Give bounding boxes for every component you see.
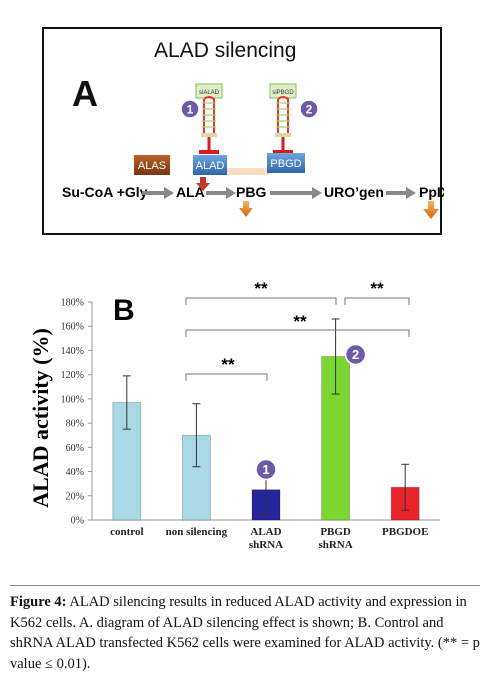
y-tick-label: 80% <box>66 419 84 430</box>
enzyme-pbgd: PBGD <box>267 153 305 173</box>
enzyme-alas: ALAS <box>134 155 170 175</box>
pathway-arrow-1 <box>142 187 174 199</box>
y-axis-label: ALAD activity (%) <box>28 328 53 508</box>
sig-bracket-ns-oe: ** <box>185 312 410 337</box>
svg-text:PBGD: PBGD <box>270 158 301 170</box>
sig-bracket-ns-alad: ** <box>185 355 268 381</box>
caption-label: Figure 4: <box>10 594 67 610</box>
panel-a-title: ALAD silencing <box>154 39 297 62</box>
marker-label: 1 <box>262 462 269 477</box>
caption-text: ALAD silencing results in reduced ALAD a… <box>10 594 480 672</box>
pathway-pbg: PBG <box>236 184 266 200</box>
alad-activity-chart: B ALAD activity (%) 0%20%40%60%80%100%12… <box>28 279 440 551</box>
sig-bracket-pbgd-oe: ** <box>344 279 410 305</box>
y-tick-label: 140% <box>61 346 84 357</box>
y-tick-label: 120% <box>61 370 84 381</box>
y-tick-label: 180% <box>61 298 84 309</box>
shrna-pbgd-hairpin <box>277 96 289 134</box>
y-tick-label: 160% <box>61 322 84 333</box>
sig-bracket-ns-pbgd: ** <box>185 279 337 305</box>
silencing-diagram: siALAD 1 siPBGD 2 ALAS <box>62 83 444 219</box>
panel-a-letter: A <box>72 73 98 114</box>
y-tick-label: 60% <box>66 443 84 454</box>
pbgd-link <box>227 168 269 175</box>
marker-circle <box>255 458 277 481</box>
svg-text:**: ** <box>370 279 384 298</box>
panel-a-diagram: ALAD silencing A siALAD 1 <box>42 27 444 235</box>
svg-text:ALAD: ALAD <box>196 160 225 172</box>
ala-down-arrow-icon <box>196 177 210 191</box>
pathway-arrow-3 <box>270 187 322 199</box>
shrna-alad: siALAD 1 <box>180 83 223 154</box>
marker-label: 2 <box>352 347 359 362</box>
pathway-ala: ALA <box>176 184 205 200</box>
ppix-down-arrow-icon <box>423 201 439 219</box>
x-tick-label: shRNA <box>318 539 352 551</box>
y-tick-label: 0% <box>71 516 84 527</box>
pbg-down-arrow-icon <box>239 201 253 217</box>
y-tick-label: 20% <box>66 491 84 502</box>
pathway-ppix: PpIX <box>419 184 444 200</box>
panel-b-letter: B <box>113 294 135 327</box>
y-tick-label: 100% <box>61 394 84 405</box>
svg-text:1: 1 <box>187 103 194 117</box>
figure-caption: Figure 4: ALAD silencing results in redu… <box>10 585 480 674</box>
enzyme-alad: ALAD <box>193 155 227 175</box>
pathway-succoa: Su-CoA +Gly <box>62 184 148 200</box>
svg-text:ALAS: ALAS <box>138 160 166 172</box>
shrna-alad-hairpin <box>203 96 215 134</box>
shrna-pbgd: siPBGD 2 <box>269 83 319 154</box>
x-tick-label: non silencing <box>166 526 228 538</box>
svg-text:**: ** <box>221 355 235 374</box>
marker-1 <box>180 99 200 119</box>
pathway-arrow-4 <box>386 187 416 199</box>
pathway-arrow-2 <box>206 187 236 199</box>
shrna-alad-label: siALAD <box>199 90 220 96</box>
shrna-pbgd-label: siPBGD <box>272 90 294 96</box>
svg-text:**: ** <box>254 279 268 298</box>
panel-b-chart: B ALAD activity (%) 0% 20% 40% 60% 80% 100% 12… <box>0 258 485 570</box>
marker-circle <box>344 343 367 366</box>
y-tick-label: 40% <box>66 467 84 478</box>
x-tick-label: ALAD <box>250 526 281 538</box>
x-tick-label: PBGDOE <box>382 526 428 538</box>
svg-text:**: ** <box>293 312 307 331</box>
pathway-urogen: URO’gen <box>324 184 384 200</box>
svg-text:2: 2 <box>306 103 313 117</box>
bar <box>181 434 211 521</box>
x-tick-label: PBGD <box>320 526 351 538</box>
x-tick-label: control <box>110 526 143 538</box>
x-tick-label: shRNA <box>249 539 283 551</box>
marker-2 <box>299 99 319 119</box>
